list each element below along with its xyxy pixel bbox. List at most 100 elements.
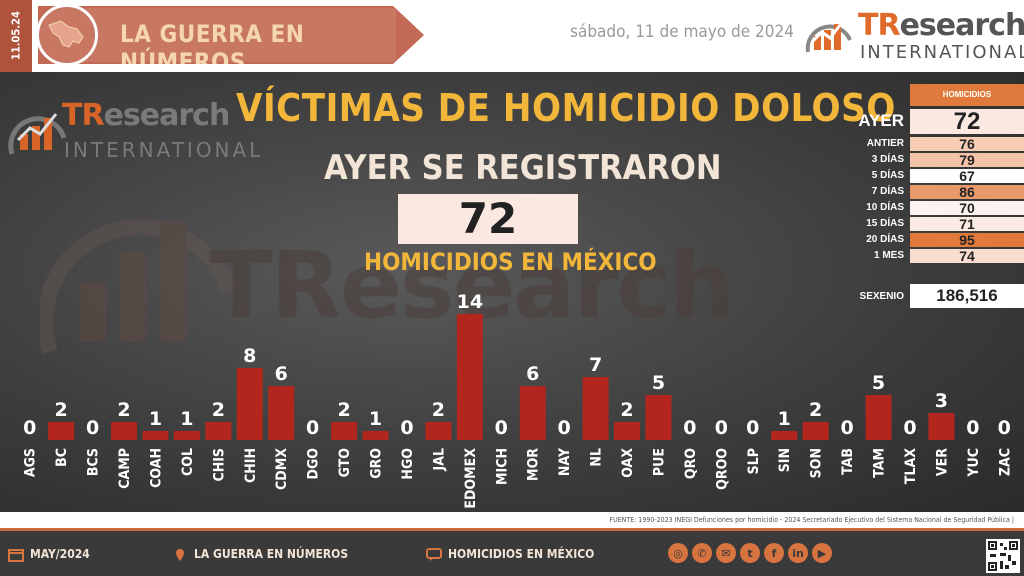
calendar-icon [8,548,24,562]
data-label: 5 [872,372,885,394]
bar-col [173,431,200,440]
table-row: AYER 72 [838,108,1024,134]
footer-section: LA GUERRA EN NÚMEROS [172,547,348,562]
data-label: 0 [683,417,696,439]
twitter-icon[interactable]: t [740,543,760,563]
page-title: VÍCTIMAS DE HOMICIDIO DOLOSO [236,86,896,130]
data-label: 8 [243,345,256,367]
data-label: 0 [903,417,916,439]
qr-code[interactable] [986,539,1020,573]
tick-label: HGO [400,448,416,480]
bar-mor [519,386,546,440]
tick-label: CAMP [117,448,133,489]
table-header: HOMICIDIOS [910,84,1024,106]
row-value: 67 [910,168,1024,183]
sexenio-row: SEXENIO 186,516 [838,284,1024,308]
tresearch-logo: TResearch INTERNATIONAL [804,6,1024,66]
data-label: 2 [620,399,633,421]
bar-camp [111,422,138,440]
report-date: sábado, 11 de mayo de 2024 [570,22,794,42]
table-row: ANTIER 76 [838,136,1024,151]
table-row: 20 DÍAS 95 [838,232,1024,247]
tick-label: BC [54,448,70,467]
tick-label: ZAC [997,448,1013,476]
mexico-map-icon [38,6,98,64]
data-label: 1 [149,408,162,430]
tick-label: COAH [148,448,164,488]
data-label: 0 [998,417,1011,439]
data-label: 7 [589,354,602,376]
tick-label: JAL [431,448,447,471]
data-label: 0 [306,417,319,439]
data-label: 1 [180,408,193,430]
data-label: 0 [400,417,413,439]
sexenio-value: 186,516 [910,284,1024,308]
linkedin-icon[interactable]: in [788,543,808,563]
bar-gro [362,431,389,440]
mail-icon[interactable]: ✉ [716,543,736,563]
data-label: 1 [778,408,791,430]
homicides-by-state-chart: 0 AGS 2 BC 0 BCS 2 CAMP 1 COAH 1 COL 2 CHIS 8 CHIH 6 CDMX… [23,292,1014,509]
source-note: FUENTE: 1990-2023 INEGI Defunciones por … [0,512,1024,528]
data-label: 0 [23,417,36,439]
tick-label: MOR [526,448,542,481]
tick-label: QROO [714,448,730,490]
tick-label: GRO [369,448,385,479]
data-label: 1 [369,408,382,430]
bar-ver [928,413,955,440]
bar-edomex [456,314,483,440]
data-label: 5 [652,372,665,394]
date-tab: 11.05.24 [0,0,32,72]
bar-oax [614,422,641,440]
watermark-chart-icon [40,219,238,355]
tick-label: QRO [683,448,699,479]
bar-tam [865,395,892,440]
tick-label: SIN [777,448,793,472]
table-row: 1 MES 74 [838,248,1024,263]
map-pin-icon [172,548,188,562]
tick-label: TAB [840,448,856,475]
data-label: 6 [526,363,539,385]
row-label: 1 MES [873,250,904,261]
row-value: 72 [910,108,1024,134]
tick-label: OAX [620,448,636,478]
table-row: 7 DÍAS 86 [838,184,1024,199]
tick-label: CDMX [274,448,290,490]
count-caption: HOMICIDIOS EN MÉXICO [364,248,657,276]
data-label: 2 [117,399,130,421]
row-label: 15 DÍAS [866,218,904,229]
total-count: 72 [398,194,578,244]
tick-label: TAM [872,448,888,478]
youtube-icon[interactable]: ▶ [812,543,832,563]
tick-label: YUC [966,448,982,478]
row-label: ANTIER [866,138,904,149]
tick-label: AGS [23,448,39,477]
panel-logo-chart-icon [8,113,67,155]
bar-pue [645,395,672,440]
phone-icon[interactable]: ✆ [692,543,712,563]
row-label: 3 DÍAS [871,154,904,165]
section-banner: LA GUERRA EN NÚMEROS [38,6,424,64]
bar-jal [425,422,452,440]
data-label: 0 [715,417,728,439]
data-label: 0 [840,417,853,439]
footer: MAY/2024 LA GUERRA EN NÚMEROS HOMICIDIOS… [0,528,1024,576]
row-value: 86 [910,184,1024,199]
row-label: 5 DÍAS [871,170,904,181]
subtitle: AYER SE REGISTRARON [324,148,722,188]
row-label: AYER [858,111,904,130]
tick-label: VER [934,448,950,476]
facebook-icon[interactable]: f [764,543,784,563]
data-label: 0 [495,417,508,439]
tick-label: NL [589,448,605,467]
data-label: 2 [809,399,822,421]
tick-label: SON [809,448,825,478]
data-label: 0 [558,417,571,439]
tick-label: TLAX [903,448,919,484]
tick-label: COL [180,448,196,476]
bar-sin [771,431,798,440]
bar-chis [205,422,232,440]
data-label: 0 [746,417,759,439]
web-icon[interactable]: ◎ [668,543,688,563]
